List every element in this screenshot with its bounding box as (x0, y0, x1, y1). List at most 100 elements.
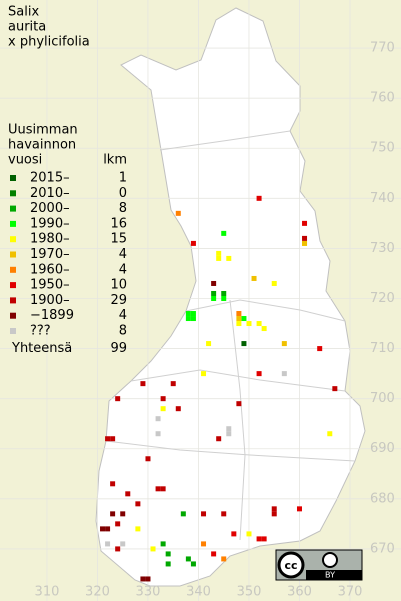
observations (100, 195, 338, 582)
legend-title: vuosi (8, 153, 42, 168)
observation-square (100, 526, 106, 532)
observation-square (231, 531, 237, 537)
observation-square (201, 541, 207, 547)
observation-square (140, 381, 146, 387)
legend-count: 4 (119, 308, 127, 323)
observation-square (165, 561, 171, 567)
legend-label: 1960– (30, 262, 70, 277)
legend-swatch (10, 297, 16, 304)
region-borders (105, 130, 356, 541)
legend-label: 1950– (30, 278, 70, 293)
observation-square (135, 501, 141, 507)
observation-square (190, 316, 196, 322)
y-tick-label: 730 (370, 241, 395, 256)
observation-square (110, 511, 116, 517)
legend-swatch (10, 175, 16, 181)
observation-square (296, 506, 302, 512)
x-tick-label: 310 (35, 585, 60, 600)
x-tick-label: 370 (338, 585, 363, 600)
border (159, 130, 291, 151)
badge-strip (306, 570, 362, 580)
observation-square (160, 541, 166, 547)
observation-square (221, 290, 227, 296)
y-tick-label: 720 (370, 291, 395, 306)
observation-square (332, 386, 338, 392)
observation-square (120, 541, 126, 547)
observation-square (271, 506, 277, 512)
observation-square (155, 486, 161, 492)
legend-swatch (10, 220, 16, 227)
observation-square (115, 396, 121, 402)
observation-square (302, 235, 308, 241)
observation-square (211, 280, 217, 286)
observation-square (256, 195, 262, 201)
observation-square (120, 511, 126, 517)
observation-square (150, 546, 156, 552)
observation-square (221, 511, 227, 517)
badge-label: BY (325, 571, 335, 580)
legend-swatch (10, 266, 16, 273)
badge-text: cc (284, 559, 297, 572)
x-tick-label: 330 (136, 585, 161, 600)
x-tick-label: 360 (287, 585, 312, 600)
legend-count: 16 (110, 216, 127, 231)
y-tick-label: 710 (370, 341, 395, 356)
observation-square (110, 481, 116, 487)
legend-swatch (10, 190, 16, 197)
legend-swatch (10, 205, 16, 212)
title: Salix (8, 5, 39, 20)
observation-square (226, 431, 232, 437)
observation-square (281, 341, 287, 347)
observation-square (236, 311, 242, 317)
legend-count: 15 (110, 232, 127, 247)
observation-square (105, 541, 111, 547)
observation-square (160, 486, 166, 492)
observation-square (185, 556, 191, 562)
observation-square (216, 255, 222, 261)
observation-square (190, 561, 196, 567)
legend-title: Uusimman (8, 123, 78, 138)
observation-square (261, 326, 267, 332)
y-tick-label: 750 (370, 141, 395, 156)
observation-square (110, 436, 116, 442)
observation-square (236, 321, 242, 327)
observation-square (135, 526, 141, 532)
observation-square (302, 240, 308, 246)
legend-label: 1990– (30, 216, 70, 231)
observation-square (302, 220, 308, 226)
legend: 2015– 1 2010– 0 2000– 8 1990– 16 1980– 15 1970– 4 19… (10, 171, 127, 356)
observation-square (190, 240, 196, 246)
legend-count: 4 (119, 247, 127, 262)
observation-square (211, 295, 217, 301)
observation-square (185, 311, 191, 317)
observation-square (105, 526, 111, 532)
y-tick-label: 740 (370, 191, 395, 206)
observation-square (155, 431, 161, 437)
observation-square (251, 275, 257, 281)
legend-label: 1970– (30, 247, 70, 262)
title: aurita (8, 20, 46, 35)
observation-square (221, 230, 227, 236)
legend-count-header: lkm (103, 153, 127, 168)
license-badge: cc BY (275, 549, 363, 581)
observation-square (160, 406, 166, 412)
y-tick-label: 770 (370, 41, 395, 56)
observation-square (271, 511, 277, 517)
legend-count: 4 (119, 262, 127, 277)
legend-label: ??? (30, 324, 51, 339)
x-tick-label: 340 (186, 585, 211, 600)
observation-square (175, 210, 181, 216)
observation-square (241, 316, 247, 322)
observation-square (327, 431, 333, 437)
observation-square (165, 551, 171, 557)
observation-square (170, 381, 176, 387)
border (105, 440, 356, 462)
observation-square (211, 551, 217, 557)
observation-square (241, 341, 247, 347)
legend-count: 1 (119, 171, 127, 186)
legend-label: 1900– (30, 293, 70, 308)
legend-total-label: Yhteensä (11, 341, 72, 356)
observation-square (256, 371, 262, 377)
observation-square (216, 250, 222, 256)
